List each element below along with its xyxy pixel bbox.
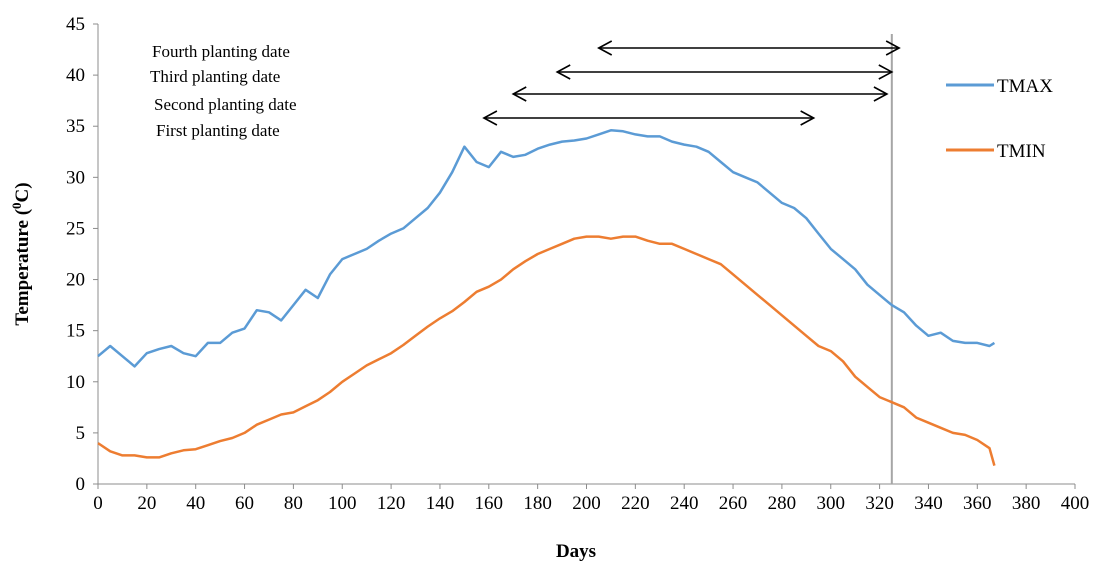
annotation-label: First planting date <box>156 121 280 140</box>
y-axis-title-superscript: 0 <box>9 202 24 209</box>
x-tick-label: 20 <box>137 493 156 514</box>
x-tick-label: 140 <box>426 493 455 514</box>
series-line-tmax <box>97 129 996 368</box>
x-tick-label: 40 <box>186 493 205 514</box>
axes <box>97 24 1075 485</box>
y-tick-label: 40 <box>66 65 85 86</box>
arrow-head-right <box>885 40 901 56</box>
arrow-head-right <box>878 64 894 80</box>
arrow-head-left <box>482 110 498 126</box>
y-tick-label: 15 <box>66 321 85 342</box>
x-tick-label: 260 <box>719 493 748 514</box>
x-tick-label: 300 <box>817 493 846 514</box>
x-tick-labels: 0 20 40 60 80 100 120 140 160 180 200 220 240 260 280 3… <box>93 484 1089 514</box>
arrow-head-right <box>800 110 816 126</box>
y-tick-labels: 0 5 10 15 20 25 30 35 40 45 <box>66 14 98 495</box>
annotation-label: Second planting date <box>154 95 297 114</box>
x-tick-label: 360 <box>963 493 992 514</box>
y-tick-label: 30 <box>66 167 85 188</box>
x-tick-label: 320 <box>865 493 894 514</box>
arrow-head-left <box>555 64 571 80</box>
legend: TMAX TMIN <box>946 76 1053 162</box>
annotation-label: Third planting date <box>150 67 280 86</box>
arrow-head-left <box>511 86 527 102</box>
y-tick-label: 5 <box>76 423 86 444</box>
x-axis-title: Days <box>556 541 596 562</box>
x-tick-label: 240 <box>670 493 699 514</box>
x-tick-label: 380 <box>1012 493 1041 514</box>
x-tick-label: 200 <box>572 493 601 514</box>
y-tick-label: 45 <box>66 14 85 35</box>
arrow-head-left <box>597 40 613 56</box>
x-tick-label: 160 <box>475 493 504 514</box>
y-axis-title-tail: C) <box>12 182 33 202</box>
x-tick-label: 340 <box>914 493 943 514</box>
x-tick-label: 180 <box>523 493 552 514</box>
x-tick-label: 0 <box>93 493 103 514</box>
x-tick-label: 400 <box>1061 493 1090 514</box>
x-tick-label: 280 <box>768 493 797 514</box>
y-tick-label: 0 <box>76 474 86 495</box>
series-line-tmin <box>97 235 996 466</box>
y-tick-label: 25 <box>66 218 85 239</box>
x-tick-label: 60 <box>235 493 254 514</box>
series-group <box>97 129 996 466</box>
legend-label-tmax: TMAX <box>997 76 1053 97</box>
legend-label-tmin: TMIN <box>997 141 1046 162</box>
annotation-label: Fourth planting date <box>152 42 290 61</box>
annotations: Fourth planting date Third planting date S… <box>150 40 901 140</box>
x-tick-label: 100 <box>328 493 357 514</box>
x-tick-label: 220 <box>621 493 650 514</box>
arrow-head-right <box>873 86 889 102</box>
y-axis-title: Temperature (0C) <box>9 182 33 325</box>
x-tick-label: 120 <box>377 493 406 514</box>
y-tick-label: 20 <box>66 270 85 291</box>
y-tick-label: 10 <box>66 372 85 393</box>
x-tick-label: 80 <box>284 493 303 514</box>
y-axis-title-main: Temperature ( <box>12 209 33 326</box>
y-tick-label: 35 <box>66 116 85 137</box>
